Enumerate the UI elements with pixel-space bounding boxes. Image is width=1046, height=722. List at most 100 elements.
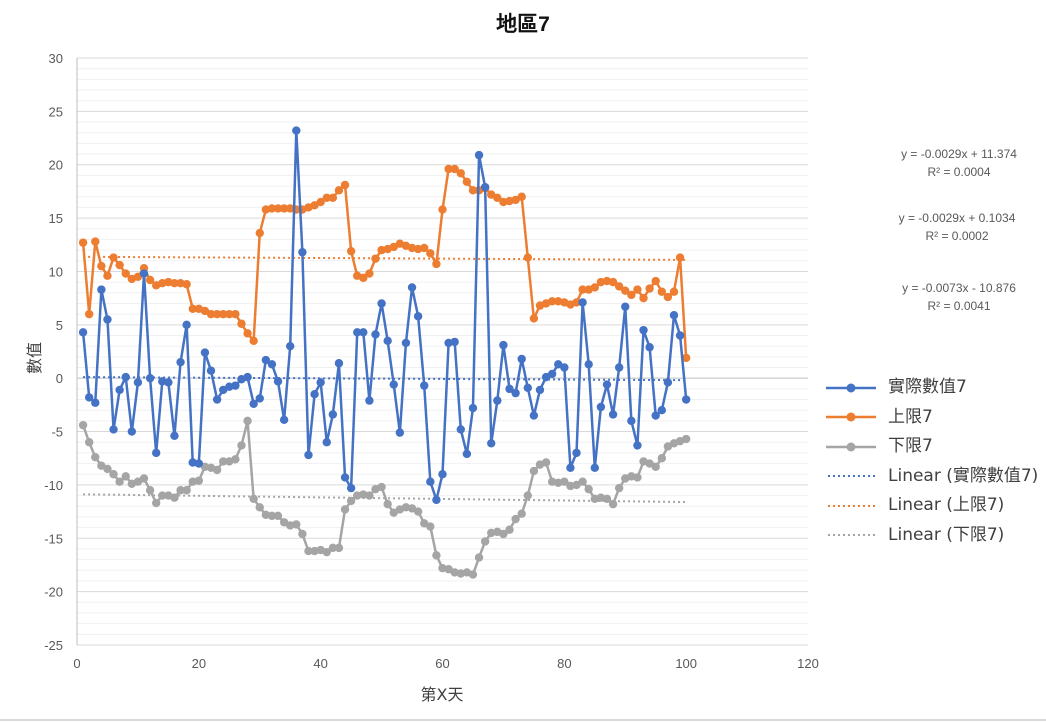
data-point[interactable] <box>139 474 149 483</box>
data-point[interactable] <box>267 204 277 213</box>
data-point[interactable] <box>255 503 264 512</box>
data-point[interactable] <box>578 477 587 486</box>
data-point[interactable] <box>602 380 612 389</box>
data-point[interactable] <box>243 372 252 382</box>
data-point[interactable] <box>103 271 112 280</box>
data-point[interactable] <box>645 284 654 293</box>
legend-item-upper[interactable]: 上限7 <box>826 400 1038 430</box>
data-point[interactable] <box>316 197 325 207</box>
data-point[interactable] <box>487 439 496 448</box>
data-point[interactable] <box>145 486 155 495</box>
data-point[interactable] <box>340 473 350 482</box>
data-point[interactable] <box>608 277 618 287</box>
data-point[interactable] <box>511 388 520 398</box>
data-point[interactable] <box>493 396 502 405</box>
data-point[interactable] <box>182 280 191 289</box>
data-point[interactable] <box>621 302 630 311</box>
data-point[interactable] <box>426 249 435 258</box>
data-point[interactable] <box>468 186 478 195</box>
data-point[interactable] <box>139 269 149 278</box>
data-point[interactable] <box>212 465 222 475</box>
data-point[interactable] <box>407 283 417 292</box>
data-point[interactable] <box>298 248 307 257</box>
data-point[interactable] <box>474 553 484 562</box>
data-point[interactable] <box>219 457 228 466</box>
data-point[interactable] <box>91 237 100 246</box>
data-point[interactable] <box>547 297 557 306</box>
data-point[interactable] <box>328 543 338 553</box>
data-point[interactable] <box>499 529 508 539</box>
data-point[interactable] <box>633 473 642 482</box>
data-point[interactable] <box>645 343 654 352</box>
data-point[interactable] <box>608 499 618 509</box>
data-point[interactable] <box>145 373 155 383</box>
data-point[interactable] <box>273 377 283 386</box>
data-point[interactable] <box>663 292 673 302</box>
data-point[interactable] <box>145 275 155 285</box>
data-point[interactable] <box>639 325 648 335</box>
data-point[interactable] <box>681 353 691 363</box>
data-point[interactable] <box>249 494 258 503</box>
data-point[interactable] <box>206 309 216 319</box>
data-point[interactable] <box>663 378 673 387</box>
data-point[interactable] <box>657 454 666 463</box>
data-point[interactable] <box>200 348 210 357</box>
data-point[interactable] <box>505 525 514 534</box>
data-point[interactable] <box>389 380 398 389</box>
data-point[interactable] <box>328 410 338 419</box>
data-point[interactable] <box>541 458 551 467</box>
data-point[interactable] <box>322 193 331 203</box>
data-point[interactable] <box>359 273 368 283</box>
data-point[interactable] <box>334 186 344 195</box>
data-point[interactable] <box>474 150 484 160</box>
legend-item-actual[interactable]: 實際數值7 <box>826 370 1038 400</box>
data-point[interactable] <box>614 483 624 493</box>
data-point[interactable] <box>97 285 106 294</box>
data-point[interactable] <box>584 484 593 494</box>
legend-item-linear-lower[interactable]: Linear (下限7) <box>826 518 1038 548</box>
data-point[interactable] <box>219 309 228 319</box>
data-point[interactable] <box>608 410 618 419</box>
data-point[interactable] <box>292 520 301 529</box>
data-point[interactable] <box>103 464 112 474</box>
data-point[interactable] <box>675 253 685 262</box>
data-point[interactable] <box>316 378 325 387</box>
data-point[interactable] <box>572 448 581 458</box>
data-point[interactable] <box>420 243 429 253</box>
data-point[interactable] <box>310 389 319 399</box>
data-point[interactable] <box>547 369 557 379</box>
data-point[interactable] <box>529 411 539 420</box>
data-point[interactable] <box>109 253 118 262</box>
data-point[interactable] <box>267 511 277 521</box>
data-point[interactable] <box>450 337 459 347</box>
data-point[interactable] <box>377 482 386 492</box>
data-point[interactable] <box>669 287 679 296</box>
data-point[interactable] <box>322 547 331 557</box>
data-point[interactable] <box>164 378 173 387</box>
data-point[interactable] <box>426 477 435 486</box>
data-point[interactable] <box>304 546 313 556</box>
data-point[interactable] <box>231 381 240 390</box>
data-point[interactable] <box>334 543 344 553</box>
data-point[interactable] <box>151 448 161 458</box>
data-point[interactable] <box>572 298 581 307</box>
data-point[interactable] <box>170 278 179 288</box>
data-point[interactable] <box>523 383 532 392</box>
data-point[interactable] <box>365 491 374 500</box>
data-point[interactable] <box>237 319 246 328</box>
data-point[interactable] <box>279 204 289 213</box>
data-point[interactable] <box>249 336 258 346</box>
data-point[interactable] <box>578 298 587 307</box>
data-point[interactable] <box>78 238 88 247</box>
data-point[interactable] <box>438 205 447 214</box>
data-point[interactable] <box>353 328 362 337</box>
data-point[interactable] <box>535 385 545 395</box>
data-point[interactable] <box>426 522 435 531</box>
data-point[interactable] <box>212 395 222 404</box>
data-point[interactable] <box>188 304 197 314</box>
data-point[interactable] <box>523 253 532 262</box>
data-point[interactable] <box>334 359 344 368</box>
data-point[interactable] <box>91 452 100 462</box>
data-point[interactable] <box>346 483 356 493</box>
data-point[interactable] <box>420 381 429 390</box>
